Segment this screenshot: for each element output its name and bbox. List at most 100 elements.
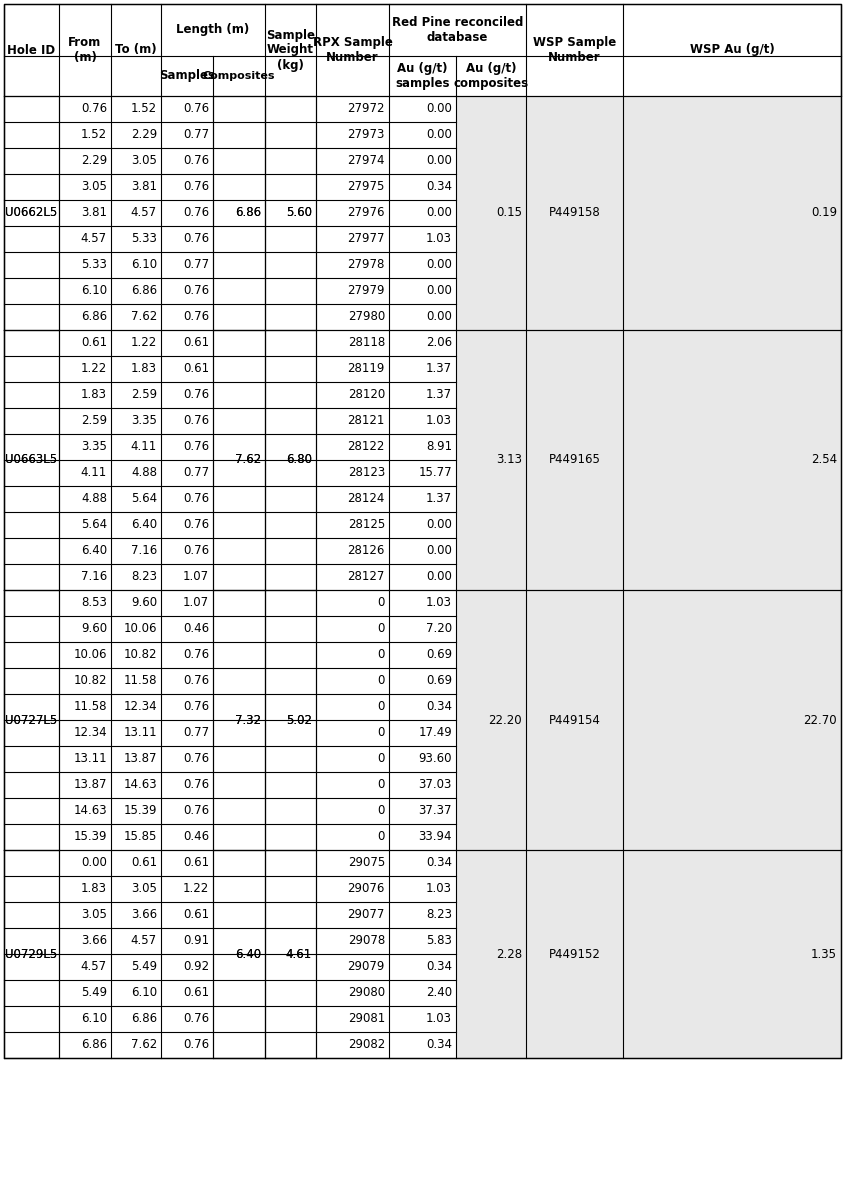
Text: U0729L5: U0729L5 (5, 947, 57, 960)
Text: 1.37: 1.37 (425, 492, 452, 505)
Text: Composites: Composites (203, 71, 275, 81)
Text: 15.85: 15.85 (123, 831, 157, 844)
Text: 29082: 29082 (348, 1038, 385, 1051)
Bar (4, 4, 840, 1058)
Text: 0.76: 0.76 (182, 233, 208, 246)
Text: 0: 0 (377, 778, 385, 791)
Text: 3.66: 3.66 (81, 935, 107, 947)
Text: 0.46: 0.46 (182, 831, 208, 844)
Text: 5.60: 5.60 (285, 206, 311, 219)
Text: 29078: 29078 (348, 935, 385, 947)
Text: 13.87: 13.87 (123, 752, 157, 765)
Text: 6.10: 6.10 (81, 1012, 107, 1025)
Text: 8.23: 8.23 (425, 909, 452, 922)
Text: 27977: 27977 (347, 233, 385, 246)
Text: Au (g/t)
samples: Au (g/t) samples (395, 62, 449, 89)
Text: 6.40: 6.40 (235, 947, 261, 960)
Text: 1.03: 1.03 (425, 414, 452, 427)
Text: 4.57: 4.57 (81, 233, 107, 246)
Text: 5.02: 5.02 (285, 713, 311, 726)
Text: 0.76: 0.76 (182, 519, 208, 532)
Text: 7.20: 7.20 (425, 623, 452, 636)
Text: 0.77: 0.77 (182, 726, 208, 739)
Text: 0.00: 0.00 (425, 285, 452, 298)
Text: 1.35: 1.35 (810, 947, 836, 960)
Bar (4, 590, 456, 850)
Text: 2.40: 2.40 (425, 986, 452, 999)
Text: 0.76: 0.76 (182, 154, 208, 167)
Text: 15.77: 15.77 (418, 466, 452, 479)
Text: 1.52: 1.52 (81, 128, 107, 141)
Text: 4.88: 4.88 (131, 466, 157, 479)
Text: WSP Sample
Number: WSP Sample Number (533, 36, 615, 64)
Text: 3.05: 3.05 (81, 909, 107, 922)
Text: 6.10: 6.10 (81, 285, 107, 298)
Text: 13.87: 13.87 (73, 778, 107, 791)
Text: 0.00: 0.00 (425, 519, 452, 532)
Text: Length (m): Length (m) (176, 24, 249, 36)
Text: 6.10: 6.10 (131, 986, 157, 999)
Text: 1.03: 1.03 (425, 597, 452, 610)
Text: 0: 0 (377, 623, 385, 636)
Text: Samples: Samples (159, 69, 214, 82)
Text: 14.63: 14.63 (73, 805, 107, 818)
Text: 28124: 28124 (347, 492, 385, 505)
Text: 0: 0 (377, 752, 385, 765)
Text: Au (g/t)
composites: Au (g/t) composites (453, 62, 528, 89)
Text: 0.69: 0.69 (425, 674, 452, 687)
Text: 0.76: 0.76 (182, 649, 208, 661)
Text: 6.10: 6.10 (131, 259, 157, 272)
Text: 27972: 27972 (347, 102, 385, 115)
Text: 28119: 28119 (347, 363, 385, 375)
Text: 6.86: 6.86 (235, 206, 261, 219)
Text: 3.05: 3.05 (131, 883, 157, 896)
Text: 13.11: 13.11 (123, 726, 157, 739)
Bar (265, 590, 316, 850)
Text: 7.62: 7.62 (235, 453, 261, 466)
Text: 7.16: 7.16 (131, 545, 157, 558)
Bar (4, 850, 59, 1058)
Text: P449165: P449165 (548, 453, 600, 466)
Text: 3.05: 3.05 (131, 154, 157, 167)
Text: 0: 0 (377, 700, 385, 713)
Text: 4.57: 4.57 (81, 960, 107, 973)
Text: 29076: 29076 (347, 883, 385, 896)
Bar (265, 850, 316, 1058)
Text: 0.76: 0.76 (182, 805, 208, 818)
Text: 6.40: 6.40 (235, 947, 261, 960)
Text: 1.52: 1.52 (131, 102, 157, 115)
Text: 0.61: 0.61 (182, 986, 208, 999)
Text: 0: 0 (377, 726, 385, 739)
Text: 0.77: 0.77 (182, 259, 208, 272)
Text: 0: 0 (377, 597, 385, 610)
Text: 37.37: 37.37 (418, 805, 452, 818)
Text: 28122: 28122 (347, 440, 385, 453)
Text: 0.00: 0.00 (425, 154, 452, 167)
Text: 28121: 28121 (347, 414, 385, 427)
Text: 93.60: 93.60 (418, 752, 452, 765)
Bar (4, 330, 59, 590)
Text: 33.94: 33.94 (418, 831, 452, 844)
Text: WSP Au (g/t): WSP Au (g/t) (689, 44, 773, 56)
Text: 1.83: 1.83 (131, 363, 157, 375)
Text: 29075: 29075 (348, 857, 385, 870)
Bar (4, 4, 840, 97)
Text: 10.82: 10.82 (123, 649, 157, 661)
Text: From
(m): From (m) (68, 36, 101, 64)
Bar (4, 590, 59, 850)
Text: 28118: 28118 (348, 337, 385, 350)
Text: 15.39: 15.39 (73, 831, 107, 844)
Text: 29080: 29080 (348, 986, 385, 999)
Bar (456, 330, 840, 590)
Text: 4.61: 4.61 (285, 947, 311, 960)
Text: 1.07: 1.07 (182, 597, 208, 610)
Text: 4.11: 4.11 (131, 440, 157, 453)
Bar (213, 97, 265, 330)
Bar (456, 850, 840, 1058)
Text: U0663L5: U0663L5 (5, 453, 57, 466)
Text: 2.29: 2.29 (81, 154, 107, 167)
Text: 12.34: 12.34 (73, 726, 107, 739)
Text: 3.13: 3.13 (495, 453, 522, 466)
Text: 5.64: 5.64 (81, 519, 107, 532)
Text: 1.22: 1.22 (131, 337, 157, 350)
